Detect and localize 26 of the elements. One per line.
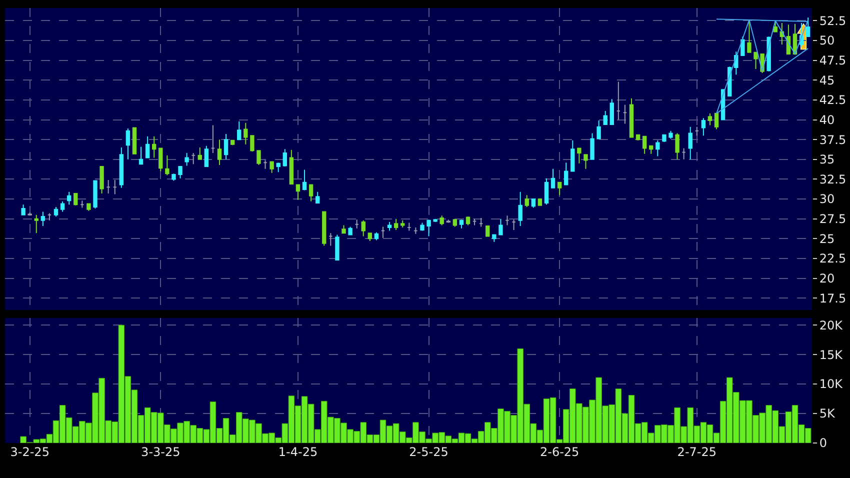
x-tick-label: 2-6-25 [540,445,580,459]
y-tick-label: 20 [819,271,835,286]
y-tick-label: 10K [819,377,844,392]
y-tick-label: 50 [819,34,835,48]
y-tick-label: 30 [819,192,835,206]
y-tick-label: 25 [819,232,835,246]
y-tick-label: 35 [819,152,835,167]
y-tick-label: 40 [819,112,835,127]
y-tick-label: 42.5 [819,93,846,108]
y-tick-label: 27.5 [819,212,846,226]
y-tick-label: 47.5 [819,54,846,68]
x-tick-label: 2-5-25 [409,445,448,459]
y-tick-label: 20K [819,318,844,332]
y-tick-label: 22.5 [819,252,846,266]
x-tick-label: 3-2-25 [10,445,50,459]
y-tick-label: 5K [819,406,836,421]
y-tick-label: 17.5 [819,291,846,306]
y-tick-label: 45 [819,73,835,88]
y-tick-label: 37.5 [819,132,846,147]
x-tick-label: 1-4-25 [278,445,318,459]
x-tick-label: 3-3-25 [141,445,180,459]
y-tick-label: 52.5 [819,14,846,28]
y-tick-label: 15K [819,348,844,362]
y-tick-label: 32.5 [819,172,846,186]
y-tick-label: 0 [819,436,828,450]
x-tick-label: 2-7-25 [677,445,716,459]
